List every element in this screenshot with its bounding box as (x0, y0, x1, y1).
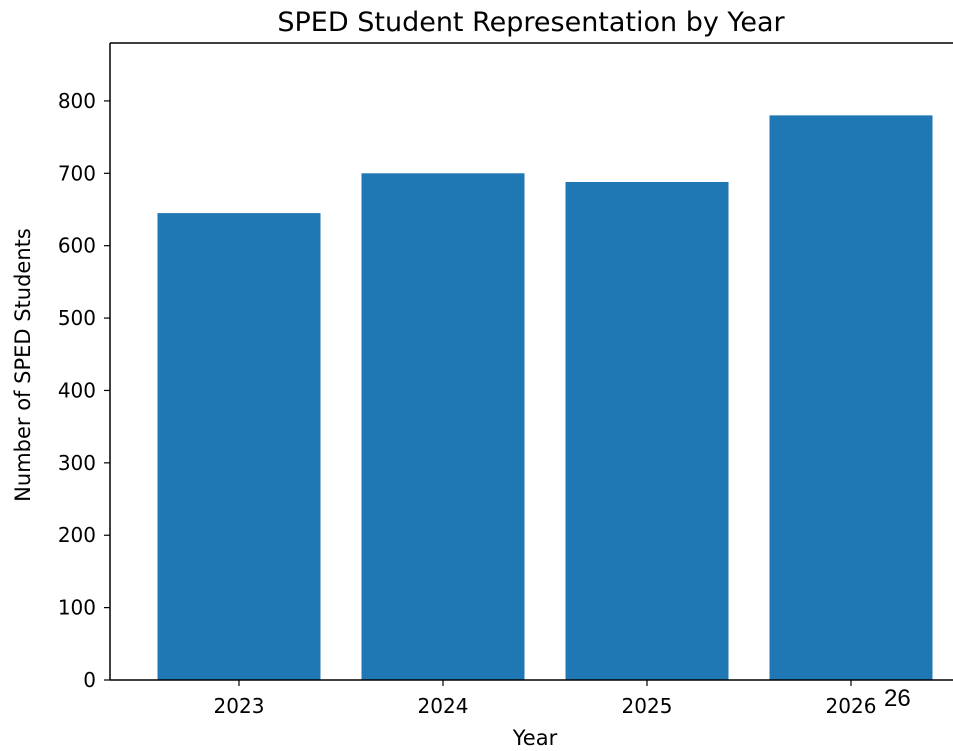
y-tick-label: 600 (58, 234, 96, 258)
bar-2023 (157, 213, 321, 680)
x-tick-label: 2023 (214, 694, 265, 718)
x-tick-label: 2024 (418, 694, 469, 718)
x-axis-ticks: 2023 2024 2025 2026 (214, 680, 877, 718)
y-tick-label: 500 (58, 306, 96, 330)
y-tick-label: 0 (83, 668, 96, 692)
bars-group (157, 115, 933, 681)
x-axis-label: Year (512, 726, 558, 750)
x-tick-label: 2026 (826, 694, 877, 718)
y-tick-label: 700 (58, 161, 96, 185)
bar-2024 (361, 173, 525, 680)
y-tick-label: 200 (58, 523, 96, 547)
y-tick-label: 400 (58, 378, 96, 402)
y-axis-label: Number of SPED Students (11, 228, 35, 502)
bar-2026 (769, 115, 933, 681)
x-tick-label: 2025 (622, 694, 673, 718)
chart-title: SPED Student Representation by Year (277, 7, 785, 38)
y-tick-label: 100 (58, 596, 96, 620)
page-number: 26 (884, 685, 911, 712)
y-tick-label: 300 (58, 451, 96, 475)
y-tick-label: 800 (58, 89, 96, 113)
bar-2025 (565, 181, 729, 680)
y-axis-ticks: 0 100 200 300 400 500 600 700 800 (58, 89, 110, 692)
